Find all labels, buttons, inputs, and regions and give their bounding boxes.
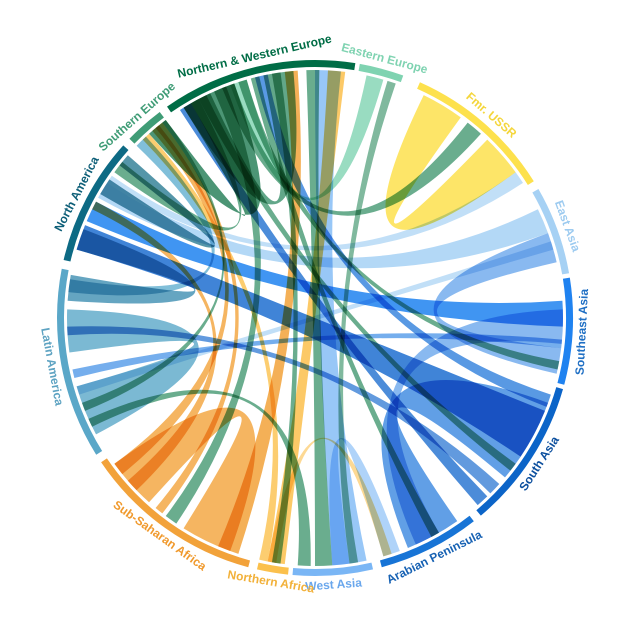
arc-northern-africa bbox=[256, 562, 289, 575]
flow-east-asia-to-north-america bbox=[98, 182, 549, 269]
arc-fmr-ussr bbox=[417, 82, 534, 185]
arc-south-asia bbox=[476, 387, 564, 516]
flow-northern-western-europe-to-north-america bbox=[114, 99, 242, 231]
arc-arabian-peninsula bbox=[379, 515, 474, 568]
flow-south-asia-to-latin-america bbox=[67, 326, 500, 494]
flow-fmr-ussr-to-fmr-ussr bbox=[385, 95, 516, 230]
arc-southern-europe bbox=[129, 111, 164, 144]
flow-northern-western-europe-to-northern-western-europe bbox=[183, 70, 297, 205]
arc-north-america bbox=[63, 145, 129, 262]
flow-ribbons bbox=[67, 69, 563, 566]
arc-east-asia bbox=[532, 189, 570, 275]
arc-eastern-europe bbox=[358, 63, 404, 83]
flow-northern-africa-to-arabian-peninsula bbox=[267, 437, 392, 563]
flow-east-asia-to-latin-america bbox=[76, 241, 554, 395]
arc-west-asia bbox=[292, 562, 374, 576]
flow-eastern-europe-to-northern-western-europe bbox=[230, 75, 384, 201]
arc-northern-western-europe bbox=[167, 59, 356, 113]
flow-south-asia-to-northern-western-europe bbox=[179, 103, 488, 506]
flow-sub-saharan-africa-to-north-america bbox=[92, 201, 217, 491]
flow-sub-saharan-africa-to-southern-europe bbox=[114, 125, 229, 475]
flow-sub-saharan-africa-to-northern-western-europe bbox=[218, 70, 301, 554]
arc-sub-saharan-africa bbox=[101, 458, 251, 568]
arc-latin-america bbox=[56, 268, 103, 455]
region-arcs bbox=[56, 59, 573, 576]
flow-fmr-ussr-to-north-america bbox=[107, 172, 523, 251]
flow-fmr-ussr-to-northern-western-europe bbox=[222, 83, 481, 216]
flow-southeast-asia-to-latin-america bbox=[72, 333, 563, 378]
flow-eastern-europe-to-west-asia bbox=[338, 80, 396, 564]
flow-north-america-to-north-america bbox=[100, 155, 215, 248]
flow-northern-africa-to-southern-europe bbox=[142, 133, 279, 562]
label-west-asia: West Asia bbox=[305, 576, 363, 594]
flow-arabian-peninsula-to-southeast-asia bbox=[386, 309, 563, 545]
label-southeast-asia: Southeast Asia bbox=[573, 288, 592, 375]
arc-southeast-asia bbox=[557, 277, 573, 385]
